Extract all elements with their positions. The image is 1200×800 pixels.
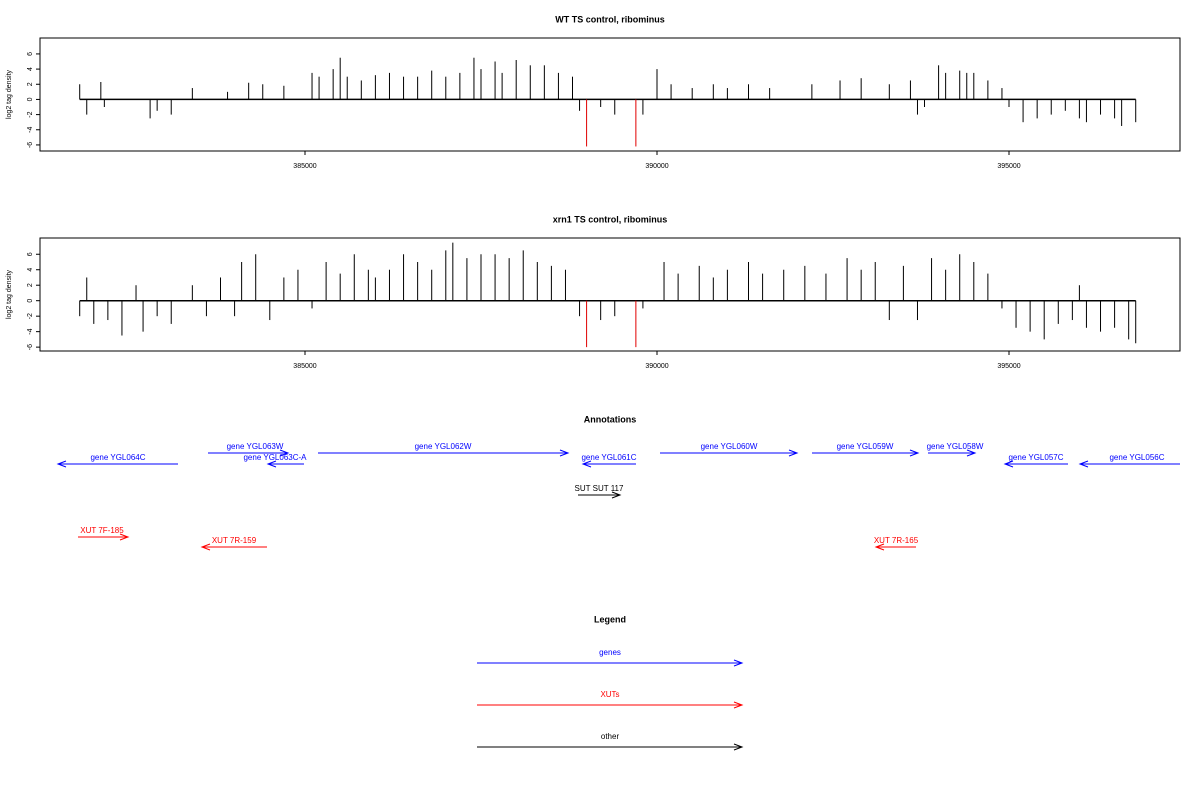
y-tick-label: 0 (27, 299, 34, 303)
y-tick-label: -4 (27, 328, 34, 334)
feature-arrow-head (200, 543, 211, 551)
feature-arrow-head (874, 543, 885, 551)
chart-title: xrn1 TS control, ribominus (553, 214, 668, 224)
y-tick-label: 4 (27, 67, 34, 71)
x-tick-label: 385000 (293, 163, 316, 170)
legend-label: XUTs (600, 690, 619, 699)
feature-arrow-head (788, 449, 799, 457)
feature-label: XUT 7R-165 (874, 536, 919, 545)
feature-arrow-head (611, 491, 622, 499)
feature-arrow-head (279, 449, 290, 457)
y-tick-label: -6 (27, 344, 34, 350)
y-tick-label: 2 (27, 283, 34, 287)
y-tick-label: 0 (27, 97, 34, 101)
x-tick-label: 390000 (645, 363, 668, 370)
x-tick-label: 385000 (293, 363, 316, 370)
feature-arrow-head (1003, 460, 1014, 468)
feature-label: gene YGL056C (1109, 453, 1164, 462)
legend-label: other (601, 732, 620, 741)
y-tick-label: 2 (27, 82, 34, 86)
feature-arrow-head (1078, 460, 1089, 468)
feature-arrow-head (119, 533, 130, 541)
feature-arrow-head (266, 460, 277, 468)
x-tick-label: 390000 (645, 163, 668, 170)
feature-arrow-head (581, 460, 592, 468)
legend-arrow-head (733, 701, 744, 709)
feature-label: XUT 7F-185 (80, 526, 124, 535)
feature-label: gene YGL063W (227, 442, 284, 451)
y-tick-label: -2 (27, 313, 34, 319)
feature-label: gene YGL064C (90, 453, 145, 462)
x-tick-label: 395000 (997, 363, 1020, 370)
y-axis-label: log2 tag density (6, 69, 13, 119)
feature-arrow-head (559, 449, 570, 457)
y-tick-label: -6 (27, 142, 34, 148)
feature-label: gene YGL057C (1008, 453, 1063, 462)
y-tick-label: 4 (27, 268, 34, 272)
feature-arrow-head (909, 449, 920, 457)
plot-frame (39, 237, 1181, 352)
feature-label: gene YGL058W (927, 442, 984, 451)
feature-label: gene YGL059W (837, 442, 894, 451)
annotations-title: Annotations (584, 414, 637, 424)
feature-arrow-head (56, 460, 67, 468)
legend-title: Legend (594, 614, 626, 624)
feature-label: XUT 7R-159 (212, 536, 257, 545)
plot-frame (39, 37, 1181, 152)
chart-title: WT TS control, ribominus (555, 14, 665, 24)
feature-label: gene YGL063C-A (243, 453, 307, 462)
y-tick-label: -2 (27, 111, 34, 117)
legend-label: genes (599, 648, 621, 657)
y-tick-label: -4 (27, 127, 34, 133)
x-tick-label: 395000 (997, 163, 1020, 170)
feature-label: gene YGL061C (581, 453, 636, 462)
feature-arrow-head (966, 449, 977, 457)
legend-arrow-head (733, 659, 744, 667)
feature-label: gene YGL062W (415, 442, 472, 451)
feature-label: SUT SUT 117 (575, 484, 624, 493)
y-tick-label: 6 (27, 252, 34, 256)
y-axis-label: log2 tag density (6, 269, 13, 319)
feature-label: gene YGL060W (701, 442, 758, 451)
y-tick-label: 6 (27, 52, 34, 56)
legend-arrow-head (733, 743, 744, 751)
